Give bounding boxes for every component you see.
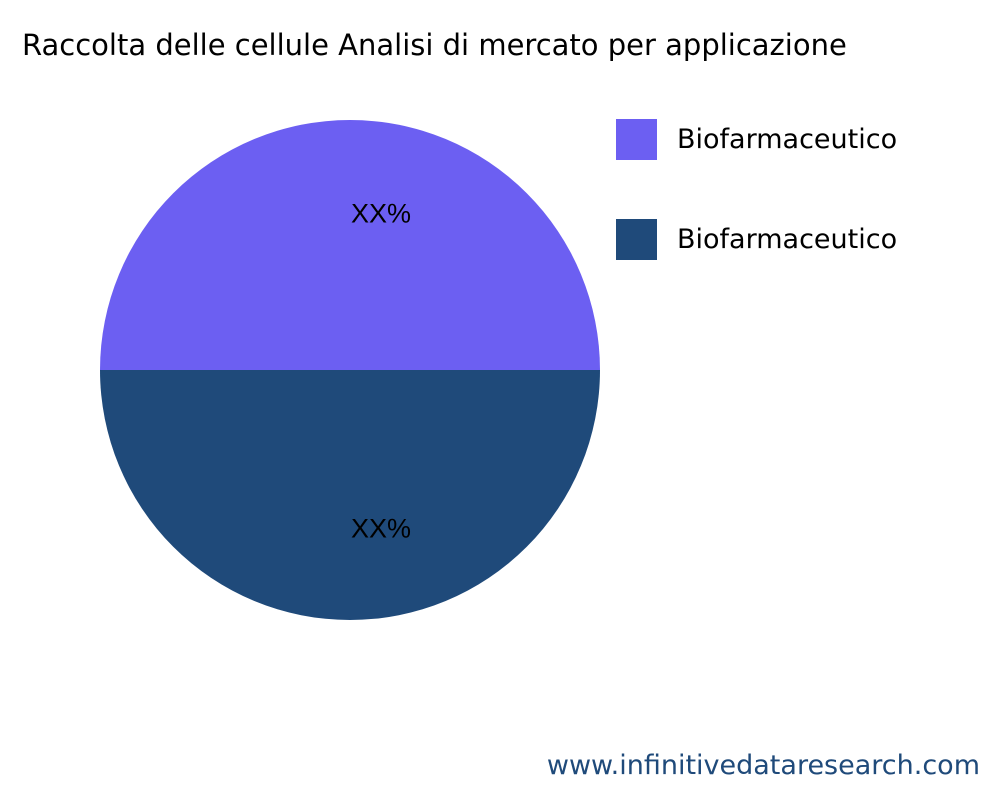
legend-label: Biofarmaceutico: [677, 124, 898, 155]
slice-label: XX%: [351, 514, 411, 544]
pie-slice: [100, 370, 600, 620]
chart-title: Raccolta delle cellule Analisi di mercat…: [22, 28, 847, 62]
legend-swatch: [616, 219, 657, 260]
watermark: www.infinitivedataresearch.com: [546, 750, 980, 781]
pie-slice: [100, 120, 600, 370]
legend-item: Biofarmaceutico: [616, 219, 897, 260]
legend-label: Biofarmaceutico: [677, 224, 898, 255]
legend-swatch: [616, 119, 657, 160]
legend-item: Biofarmaceutico: [616, 119, 897, 160]
slice-label: XX%: [351, 199, 411, 229]
